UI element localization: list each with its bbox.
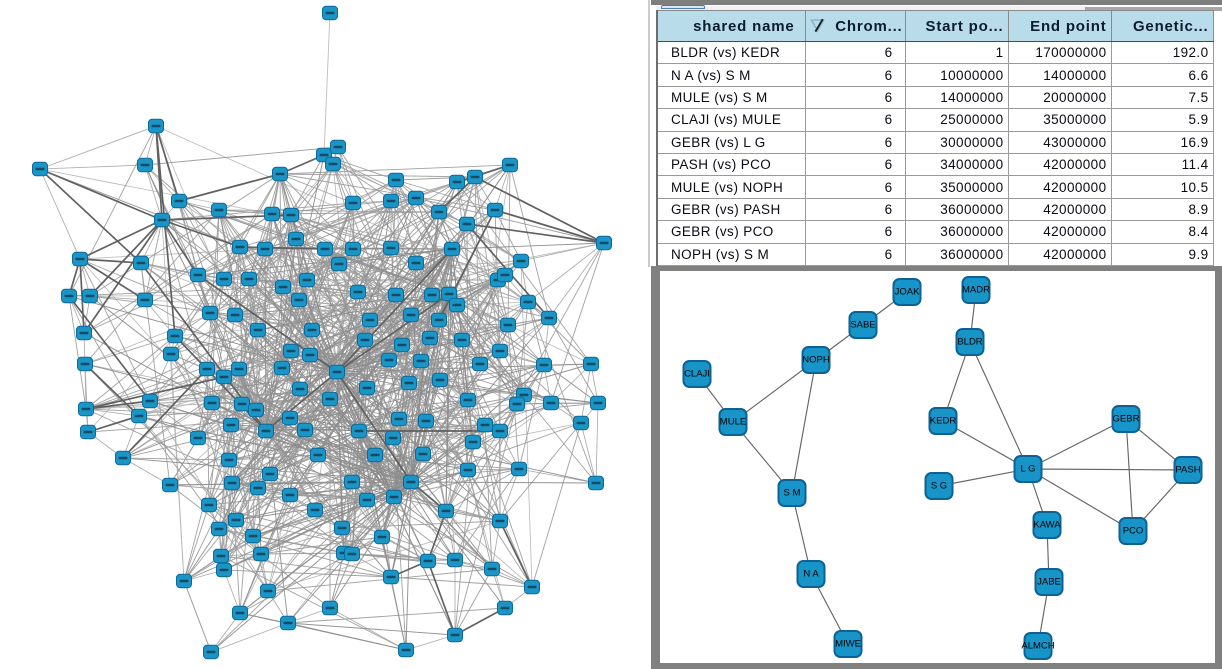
svg-text:NOPH: NOPH — [802, 355, 830, 366]
svg-text:JOAK: JOAK — [895, 287, 920, 298]
svg-text:S G: S G — [931, 481, 947, 492]
svg-text:KAWA: KAWA — [1033, 520, 1061, 531]
svg-text:PCO: PCO — [1123, 526, 1144, 537]
svg-text:KEDR: KEDR — [930, 416, 957, 427]
svg-text:SABE: SABE — [850, 320, 875, 331]
svg-text:ALMCH: ALMCH — [1021, 641, 1054, 652]
svg-text:MIWE: MIWE — [835, 639, 861, 650]
svg-text:N A: N A — [803, 569, 819, 580]
svg-text:L G: L G — [1021, 464, 1036, 475]
svg-text:CLAJI: CLAJI — [684, 369, 710, 380]
svg-text:PASH: PASH — [1175, 465, 1200, 476]
svg-text:MADR: MADR — [962, 285, 990, 296]
svg-text:S M: S M — [784, 488, 801, 499]
svg-text:JABE: JABE — [1037, 577, 1061, 588]
svg-text:GEBR: GEBR — [1113, 414, 1140, 425]
svg-text:BLDR: BLDR — [957, 337, 982, 348]
svg-text:MULE: MULE — [720, 417, 746, 428]
